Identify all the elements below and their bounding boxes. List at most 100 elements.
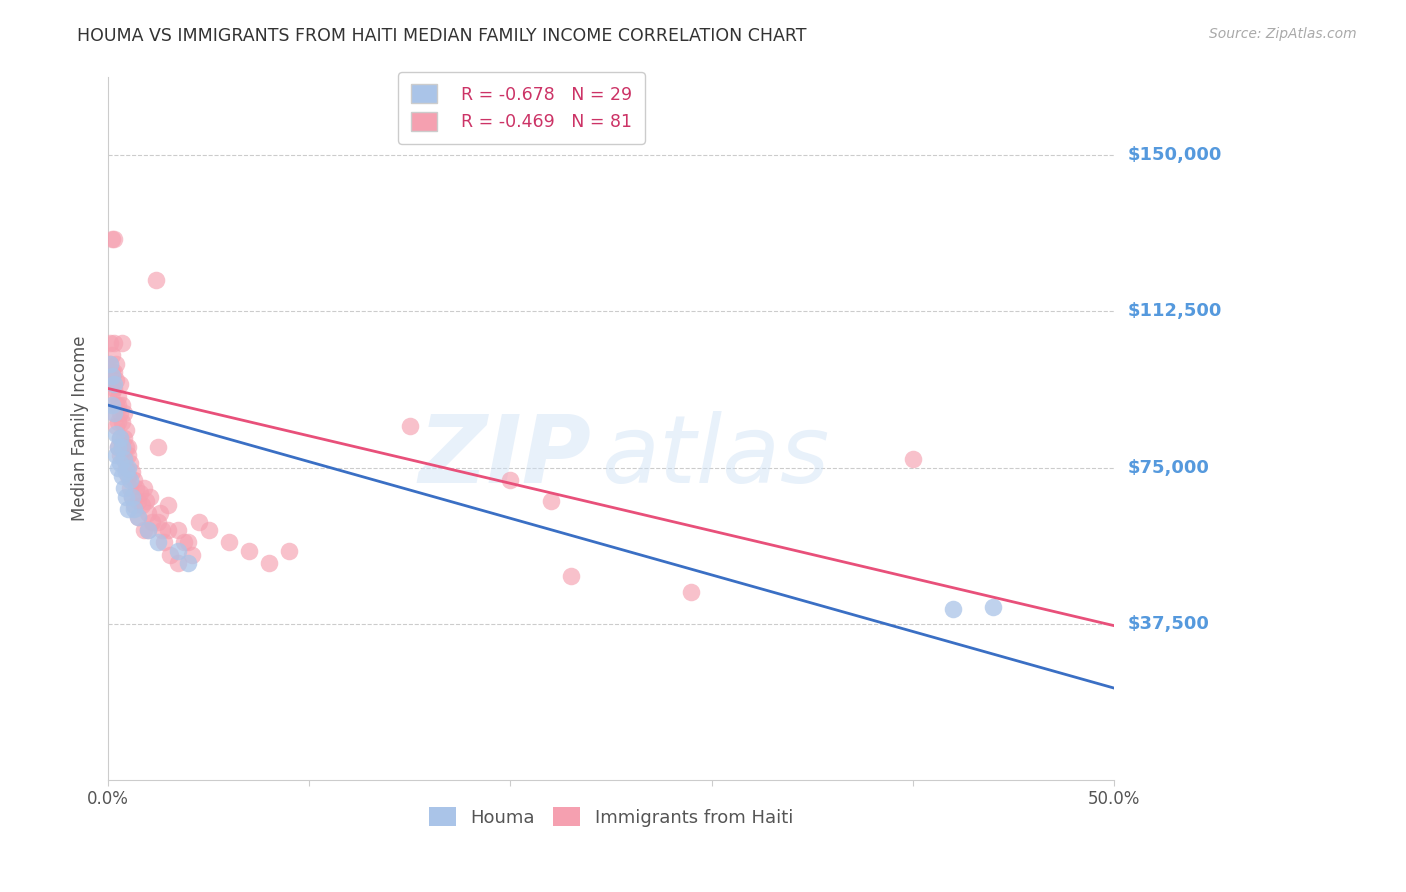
Point xyxy=(98,357,121,371)
Point xyxy=(181,548,204,562)
Point xyxy=(105,448,128,462)
Point xyxy=(540,493,562,508)
Point xyxy=(238,543,260,558)
Text: $37,500: $37,500 xyxy=(1128,615,1209,632)
Point xyxy=(134,481,156,495)
Text: HOUMA VS IMMIGRANTS FROM HAITI MEDIAN FAMILY INCOME CORRELATION CHART: HOUMA VS IMMIGRANTS FROM HAITI MEDIAN FA… xyxy=(77,27,807,45)
Point xyxy=(112,481,135,495)
Point xyxy=(127,493,149,508)
Point xyxy=(560,568,582,582)
Point xyxy=(122,498,145,512)
Point xyxy=(901,452,924,467)
Point xyxy=(98,357,121,371)
Point xyxy=(141,515,163,529)
Point xyxy=(134,523,156,537)
Text: $75,000: $75,000 xyxy=(1128,458,1209,476)
Point xyxy=(177,535,200,549)
Legend: Houma, Immigrants from Haiti: Houma, Immigrants from Haiti xyxy=(422,800,800,834)
Point xyxy=(117,502,139,516)
Point xyxy=(159,548,181,562)
Point xyxy=(111,468,134,483)
Y-axis label: Median Family Income: Median Family Income xyxy=(72,335,89,521)
Point xyxy=(103,377,125,392)
Point xyxy=(107,390,129,404)
Point xyxy=(117,448,139,462)
Point xyxy=(121,490,143,504)
Point xyxy=(148,535,170,549)
Point xyxy=(120,456,142,470)
Point xyxy=(153,535,176,549)
Point xyxy=(120,473,142,487)
Point xyxy=(103,365,125,379)
Point xyxy=(111,335,134,350)
Point xyxy=(115,490,138,504)
Point xyxy=(108,431,131,445)
Point xyxy=(120,481,142,495)
Point xyxy=(167,523,190,537)
Point xyxy=(105,373,128,387)
Point xyxy=(115,423,138,437)
Point xyxy=(149,506,172,520)
Point xyxy=(148,440,170,454)
Point xyxy=(111,415,134,429)
Point xyxy=(112,452,135,467)
Point xyxy=(115,465,138,479)
Point xyxy=(111,440,134,454)
Point xyxy=(117,468,139,483)
Point xyxy=(157,498,180,512)
Point xyxy=(108,456,131,470)
Point xyxy=(167,556,190,570)
Point xyxy=(108,407,131,421)
Point xyxy=(105,357,128,371)
Point xyxy=(107,460,129,475)
Point xyxy=(167,543,190,558)
Point xyxy=(108,377,131,392)
Point xyxy=(257,556,280,570)
Point xyxy=(103,232,125,246)
Text: $150,000: $150,000 xyxy=(1128,146,1222,164)
Point xyxy=(127,510,149,524)
Point xyxy=(136,523,159,537)
Point xyxy=(105,418,128,433)
Point xyxy=(121,465,143,479)
Point xyxy=(218,535,240,549)
Point xyxy=(103,382,125,396)
Point xyxy=(111,398,134,412)
Point xyxy=(139,490,162,504)
Point xyxy=(681,585,703,599)
Point xyxy=(101,398,124,412)
Point xyxy=(101,348,124,362)
Point xyxy=(981,599,1004,614)
Point xyxy=(117,460,139,475)
Point xyxy=(129,485,152,500)
Point xyxy=(942,602,965,616)
Point xyxy=(278,543,301,558)
Text: ZIP: ZIP xyxy=(418,410,591,502)
Point xyxy=(136,506,159,520)
Point xyxy=(127,510,149,524)
Point xyxy=(108,448,131,462)
Point xyxy=(398,418,420,433)
Point xyxy=(150,523,173,537)
Point xyxy=(499,473,522,487)
Point xyxy=(125,481,148,495)
Point xyxy=(148,515,170,529)
Point xyxy=(122,473,145,487)
Point xyxy=(107,440,129,454)
Point xyxy=(145,273,167,287)
Point xyxy=(117,440,139,454)
Text: atlas: atlas xyxy=(600,411,830,502)
Point xyxy=(177,556,200,570)
Point xyxy=(101,365,124,379)
Point xyxy=(107,398,129,412)
Point xyxy=(112,407,135,421)
Point xyxy=(121,490,143,504)
Point xyxy=(136,523,159,537)
Point xyxy=(103,335,125,350)
Point xyxy=(115,460,138,475)
Point xyxy=(108,431,131,445)
Point xyxy=(103,407,125,421)
Point xyxy=(111,440,134,454)
Point xyxy=(101,385,124,400)
Point xyxy=(98,369,121,384)
